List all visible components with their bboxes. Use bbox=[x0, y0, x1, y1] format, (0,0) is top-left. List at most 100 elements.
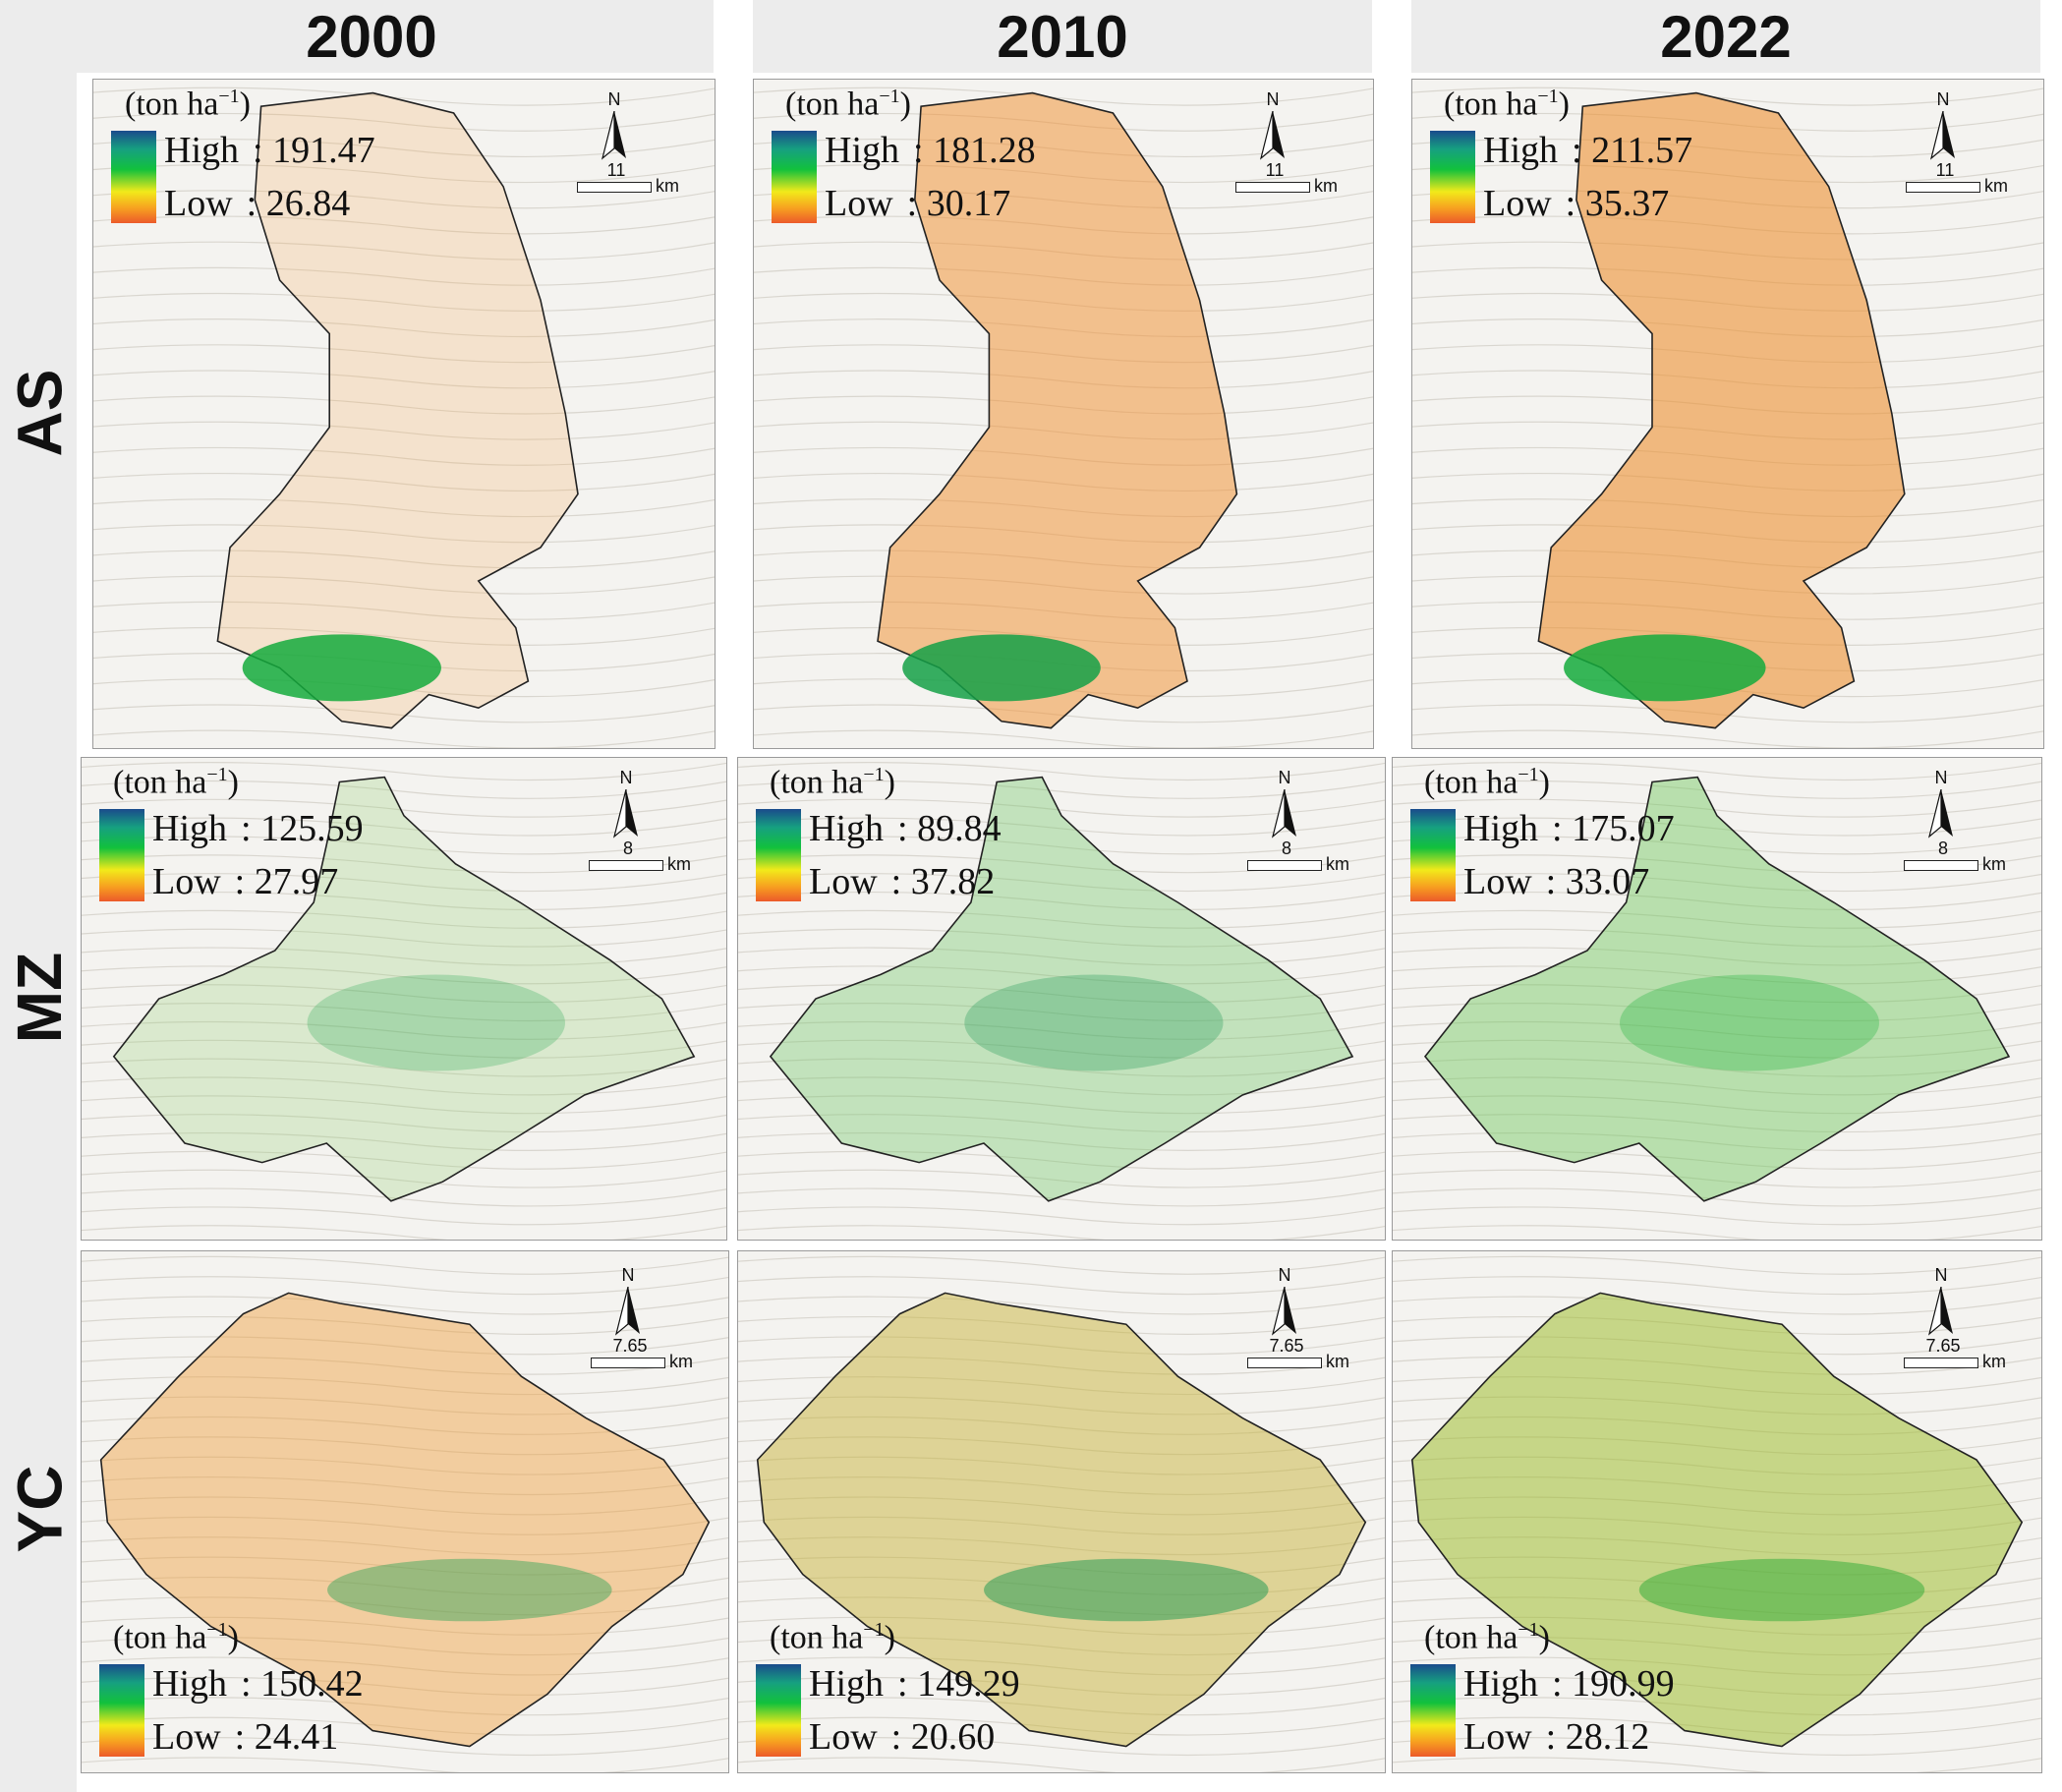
terrain-line bbox=[82, 1003, 726, 1022]
biomass-hotspot bbox=[1620, 974, 1879, 1071]
north-label: N bbox=[619, 768, 633, 787]
terrain-line bbox=[82, 891, 726, 910]
map-canvas bbox=[82, 758, 726, 1240]
scale-bar bbox=[591, 1358, 665, 1368]
scale-distance: 8 bbox=[622, 838, 633, 858]
terrain-line bbox=[1393, 984, 2041, 1004]
column-header-2010: 2010 bbox=[753, 0, 1372, 73]
north-label: N bbox=[1278, 1265, 1291, 1285]
terrain-line bbox=[738, 1150, 1385, 1170]
legend-unit: (ton ha−1) bbox=[1424, 764, 1550, 801]
terrain-line bbox=[82, 873, 726, 893]
terrain-line bbox=[93, 626, 715, 646]
scale-distance: 7.65 bbox=[1269, 1336, 1304, 1356]
terrain-line bbox=[93, 704, 715, 723]
legend: (ton ha−1) High: 175.07 Low: 33.07 bbox=[1395, 764, 1690, 911]
scale-distance: 11 bbox=[1935, 160, 1955, 180]
color-ramp bbox=[756, 1664, 801, 1757]
terrain-line bbox=[82, 1315, 728, 1335]
legend: (ton ha−1) High: 89.84 Low: 37.82 bbox=[740, 764, 1035, 911]
scale-unit: km bbox=[1984, 176, 2008, 196]
color-ramp bbox=[111, 131, 156, 223]
map-canvas bbox=[1412, 80, 2043, 748]
north-arrow-scale: N 7.65 km bbox=[1904, 1265, 2012, 1393]
terrain-line bbox=[738, 965, 1385, 985]
terrain-line bbox=[82, 1716, 728, 1736]
scale-unit: km bbox=[1982, 1352, 2006, 1371]
terrain-line bbox=[738, 817, 1385, 837]
terrain-line bbox=[1393, 1737, 2041, 1757]
terrain-line bbox=[93, 472, 715, 492]
legend-unit: (ton ha−1) bbox=[113, 764, 239, 801]
terrain-line bbox=[738, 1169, 1385, 1188]
terrain-line bbox=[82, 1276, 728, 1296]
scale-bar bbox=[1247, 1358, 1322, 1368]
terrain-line bbox=[82, 1476, 728, 1496]
scale-distance: 7.65 bbox=[612, 1336, 648, 1356]
terrain-line bbox=[93, 601, 715, 620]
terrain-line bbox=[93, 318, 715, 338]
legend-high: High: 211.57 bbox=[1483, 130, 1693, 171]
terrain-line bbox=[82, 1039, 726, 1059]
terrain-line bbox=[1393, 1276, 2041, 1296]
terrain-line bbox=[1393, 1020, 2041, 1040]
terrain-line bbox=[82, 762, 726, 781]
map-panel-yc-2010: (ton ha−1) High: 149.29 Low: 20.60 N 7.65 km bbox=[737, 1250, 1386, 1773]
biomass-hotspot bbox=[1638, 1558, 1925, 1622]
legend-low: Low: 28.12 bbox=[1463, 1716, 1650, 1758]
scale-unit: km bbox=[1982, 854, 2006, 874]
terrain-line bbox=[1393, 762, 2041, 781]
region-boundary-as bbox=[216, 91, 579, 729]
map-panel-mz-2000: (ton ha−1) High: 125.59 Low: 27.97 N 8 km bbox=[81, 757, 727, 1241]
map-canvas bbox=[738, 1251, 1385, 1772]
terrain-line bbox=[82, 947, 726, 966]
legend: (ton ha−1) High: 181.28 Low: 30.17 bbox=[756, 86, 1051, 233]
terrain-line bbox=[93, 421, 715, 440]
north-arrow-scale: N 11 km bbox=[1906, 89, 2014, 217]
terrain-line bbox=[1393, 1187, 2041, 1207]
terrain-line bbox=[82, 1456, 728, 1475]
scale-bar bbox=[1904, 1358, 1978, 1368]
column-header-2000: 2000 bbox=[29, 0, 714, 73]
legend-unit: (ton ha−1) bbox=[1444, 86, 1570, 123]
terrain-line bbox=[1393, 817, 2041, 837]
legend-high: High: 149.29 bbox=[809, 1663, 1020, 1705]
terrain-line bbox=[738, 947, 1385, 966]
region-boundary-mz bbox=[1423, 776, 2011, 1202]
north-arrow-icon bbox=[601, 111, 626, 160]
terrain-line bbox=[1412, 87, 2043, 106]
map-canvas bbox=[738, 758, 1385, 1240]
legend: (ton ha−1) High: 191.47 Low: 26.84 bbox=[95, 86, 390, 233]
terrain-line bbox=[93, 87, 715, 106]
row-header-strip bbox=[0, 0, 77, 1792]
terrain-line bbox=[93, 344, 715, 364]
terrain-line bbox=[1393, 1206, 2041, 1226]
terrain-line bbox=[738, 1058, 1385, 1077]
terrain-line bbox=[93, 292, 715, 312]
terrain-line bbox=[1393, 891, 2041, 910]
biomass-hotspot bbox=[307, 974, 565, 1071]
terrain-line bbox=[82, 1697, 728, 1716]
region-boundary-mz bbox=[769, 776, 1354, 1202]
color-ramp bbox=[99, 809, 144, 901]
terrain-line bbox=[1393, 947, 2041, 966]
terrain-line bbox=[1393, 928, 2041, 948]
terrain-line bbox=[93, 524, 715, 544]
region-boundary-yc bbox=[1410, 1292, 2024, 1748]
terrain-line bbox=[82, 1396, 728, 1416]
terrain-line bbox=[1393, 1169, 2041, 1188]
terrain-line bbox=[82, 1095, 726, 1115]
map-canvas bbox=[93, 80, 715, 748]
north-label: N bbox=[1934, 768, 1948, 787]
map-panel-yc-2022: (ton ha−1) High: 190.99 Low: 28.12 N 7.65 km bbox=[1392, 1250, 2042, 1773]
north-arrow-scale: N 8 km bbox=[1247, 768, 1355, 896]
terrain-line bbox=[93, 164, 715, 184]
terrain-line bbox=[738, 1187, 1385, 1207]
north-arrow-icon bbox=[1271, 789, 1296, 838]
terrain-line bbox=[82, 1676, 728, 1696]
terrain-line bbox=[82, 909, 726, 929]
biomass-hotspot bbox=[902, 634, 1101, 702]
terrain-line bbox=[1393, 1131, 2041, 1151]
north-label: N bbox=[621, 1265, 635, 1285]
map-panel-as-2022: (ton ha−1) High: 211.57 Low: 35.37 N 11 km bbox=[1411, 79, 2044, 749]
